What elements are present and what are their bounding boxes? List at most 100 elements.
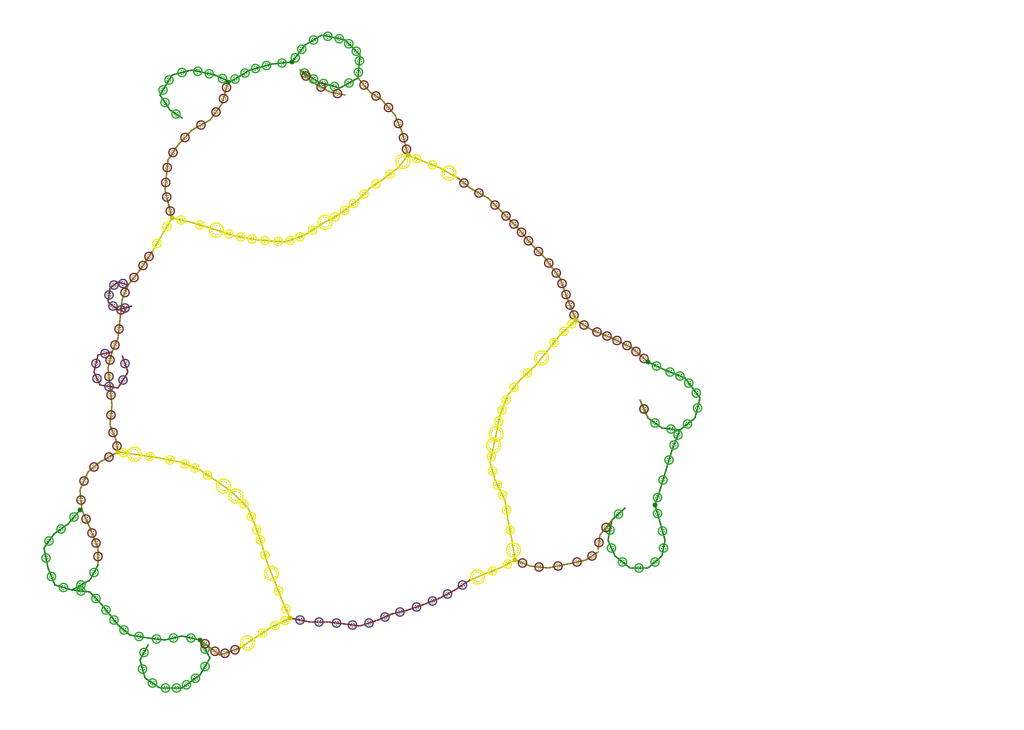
ring [129,272,139,283]
ring-inner [655,495,660,500]
ring-inner [346,41,352,47]
ring-inner [303,73,309,79]
ring-inner [211,224,222,236]
ring-inner [511,221,517,227]
ring-inner [173,111,179,117]
chain-segment [117,451,291,619]
ring-inner [114,443,120,449]
ring-inner [141,650,147,655]
ring-inner [222,650,228,656]
junction-node [77,507,83,513]
chain-segment [93,351,129,389]
ring [652,508,663,519]
ring [139,647,149,658]
ring-inner [103,607,109,613]
ring [230,74,240,84]
ring-inner [171,635,176,641]
ring [339,205,350,216]
ring [385,169,395,179]
ring [523,235,534,246]
ring [307,225,318,235]
ring [250,63,261,74]
ring [488,426,504,442]
ring [259,235,270,246]
ring-inner [197,222,203,228]
ring [497,405,507,415]
ring [162,221,172,232]
ring-inner [160,87,166,93]
ring-inner [507,527,513,533]
ring [204,68,215,79]
ring [202,470,213,480]
ring-inner [91,570,97,575]
fractal-chains [43,34,701,689]
chain-segment [514,551,599,569]
ring [543,258,554,268]
ring-inner [212,648,218,654]
ring [109,280,119,290]
ring [104,290,114,300]
ring [104,371,114,382]
ring [255,535,266,545]
ring-inner [116,326,122,332]
ring [137,664,148,674]
ring-inner [283,606,289,612]
ring [658,475,668,485]
ring-inner [93,361,99,366]
ring [280,615,290,626]
ring-inner [106,292,112,298]
ring-inner [567,302,573,308]
ring [144,251,154,262]
ring-inner [660,477,666,483]
ring-inner [108,412,114,418]
ring [105,355,115,365]
ring [220,648,230,659]
ring [119,625,129,635]
ring-inner [108,392,114,398]
ring [516,227,527,238]
ring [230,644,240,655]
ring-inner [561,328,567,334]
ring [147,678,158,688]
ring-inner [94,376,100,381]
ring-inner [318,84,324,90]
ring [427,160,438,170]
ring-inner [667,369,673,375]
ring-inner [620,559,625,565]
ring [186,633,196,643]
ring [502,559,513,569]
ring [587,551,597,561]
ring-inner [488,454,494,459]
ring-inner [316,619,322,625]
ring [347,620,358,630]
ring-inner [386,105,391,110]
ring-inner [356,69,361,75]
ring [118,375,128,385]
ring-inner [220,76,225,81]
ring-inner [695,405,700,411]
ring-inner [594,329,600,335]
ring-inner [230,490,242,502]
ring-inner [563,292,569,297]
ring [316,82,326,92]
ring-inner [242,70,248,76]
ring-inner [404,146,409,152]
ring-inner [89,530,95,536]
ring-inner [140,263,146,268]
ring [108,427,118,438]
ring [79,476,89,486]
ring-inner [332,214,338,220]
ring [290,52,301,63]
ring [251,525,262,535]
ring-inner [499,407,505,413]
ring [273,586,284,596]
ring-inner [311,76,316,82]
ring [138,260,148,271]
ring-inner [78,497,84,503]
ring-inner [660,528,665,534]
ring [331,618,342,628]
ring-inner [616,511,621,517]
ring-inner [609,545,614,551]
ring [509,382,519,393]
ring [344,78,354,88]
